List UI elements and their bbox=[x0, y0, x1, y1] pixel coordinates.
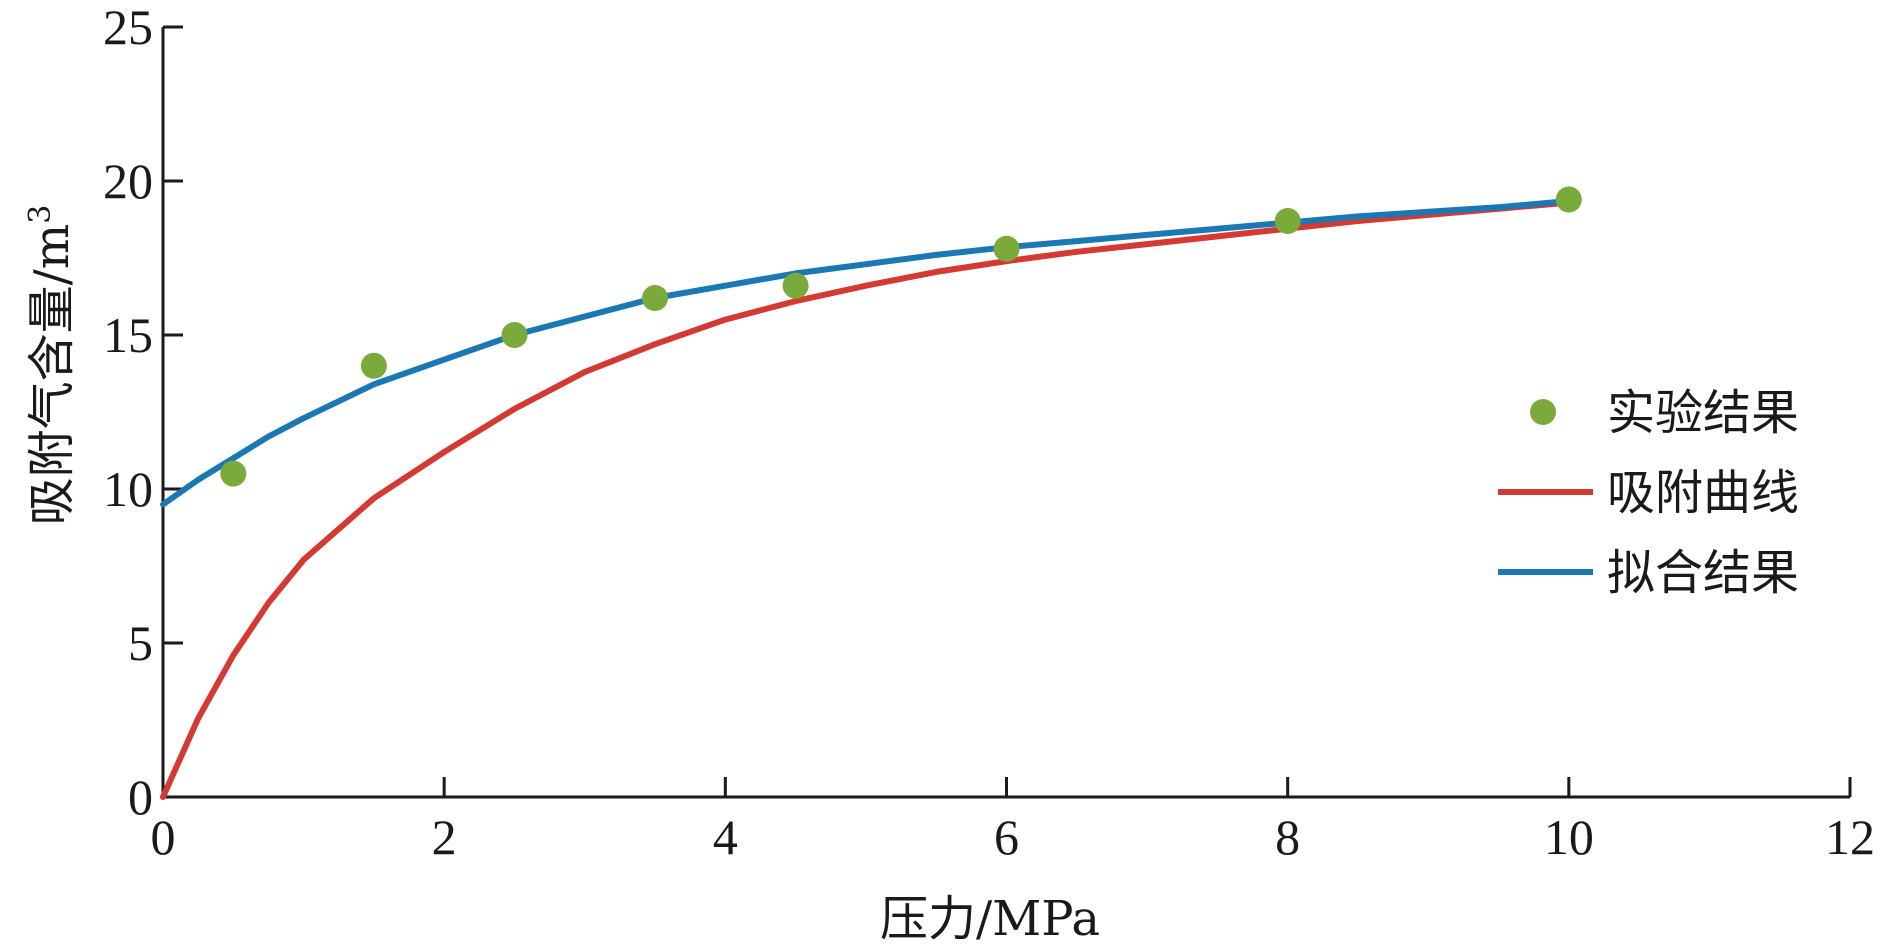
data-point bbox=[642, 285, 668, 311]
x-tick-label: 4 bbox=[713, 809, 738, 865]
series-layer bbox=[160, 186, 1582, 800]
data-point bbox=[993, 235, 1020, 262]
x-axis-title: 压力/MPa bbox=[880, 891, 1100, 947]
axes: 0 2 4 6 8 10 12 0 5 10 15 20 25 bbox=[103, 0, 1875, 865]
x-tick-label: 12 bbox=[1825, 809, 1875, 865]
y-tick-label: 5 bbox=[128, 615, 153, 671]
y-tick-label: 15 bbox=[103, 307, 153, 363]
legend-label-0: 实验结果 bbox=[1607, 385, 1799, 441]
y-axis-title-superscript: 3 bbox=[23, 205, 58, 224]
x-tick-label: 0 bbox=[151, 809, 176, 865]
y-tick-label: 0 bbox=[128, 769, 153, 825]
svg-text:吸附气含量/m3: 吸附气含量/m3 bbox=[23, 205, 80, 526]
data-point bbox=[1555, 186, 1582, 213]
x-tick-label: 6 bbox=[994, 809, 1019, 865]
series-line-1 bbox=[160, 199, 1572, 800]
legend-marker-0 bbox=[1530, 399, 1556, 425]
legend-label-1: 吸附曲线 bbox=[1607, 465, 1799, 521]
x-tick-label: 8 bbox=[1275, 809, 1300, 865]
y-tick-label: 20 bbox=[103, 153, 153, 209]
legend-label-2: 拟合结果 bbox=[1607, 545, 1799, 601]
data-point bbox=[1274, 208, 1301, 234]
data-point bbox=[360, 352, 387, 379]
data-point bbox=[782, 272, 809, 299]
y-tick-label: 25 bbox=[103, 0, 153, 55]
y-tick-label: 10 bbox=[103, 461, 153, 517]
data-point bbox=[501, 322, 528, 348]
series-line-2 bbox=[160, 198, 1572, 508]
data-point bbox=[220, 460, 247, 487]
y-axis-title-main: 吸附气含量/m bbox=[24, 224, 80, 526]
y-axis-title: 吸附气含量/m3 bbox=[23, 205, 80, 526]
x-tick-label: 2 bbox=[432, 809, 457, 865]
x-tick-label: 10 bbox=[1544, 809, 1594, 865]
